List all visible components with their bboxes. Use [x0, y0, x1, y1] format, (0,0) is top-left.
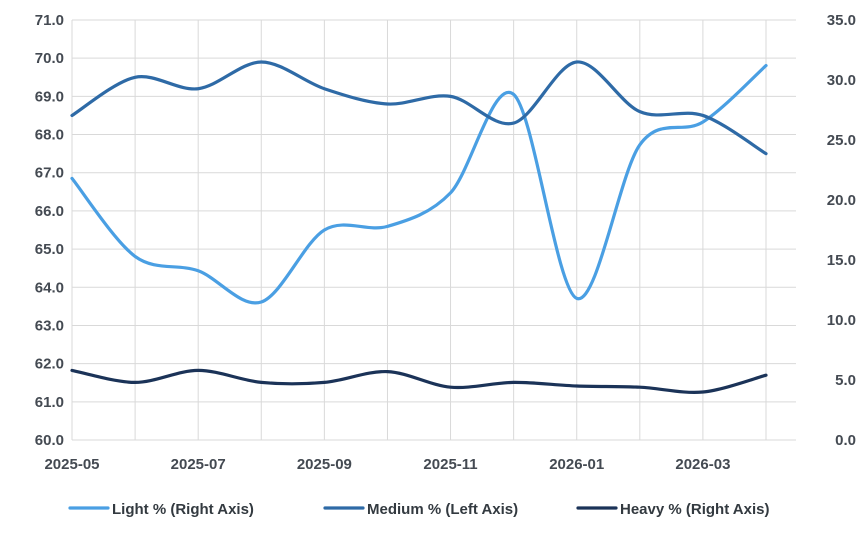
left-axis-tick-label: 64.0 — [35, 279, 64, 296]
left-axis-tick-label: 61.0 — [35, 394, 64, 411]
right-axis-tick-label: 20.0 — [827, 192, 856, 209]
left-axis-tick-label: 66.0 — [35, 203, 64, 220]
left-axis-tick-label: 65.0 — [35, 241, 64, 258]
left-axis-tick-label: 69.0 — [35, 88, 64, 105]
medium-series-line — [70, 60, 768, 156]
right-axis-tick-label: 35.0 — [827, 12, 856, 29]
x-axis-ticks: 2025-05 2025-07 2025-09 2025-11 2026-01 2026-… — [44, 456, 730, 473]
gridlines — [71, 19, 796, 441]
left-axis-tick-label: 70.0 — [35, 50, 64, 67]
x-axis-tick-label: 2026-03 — [675, 456, 730, 473]
x-axis-tick-label: 2025-05 — [44, 456, 99, 473]
x-axis-tick-label: 2025-09 — [297, 456, 352, 473]
right-axis-ticks: 0.0 5.0 10.0 15.0 20.0 25.0 30.0 35.0 — [827, 12, 856, 449]
legend-label: Heavy % (Right Axis) — [620, 501, 769, 518]
right-axis-tick-label: 25.0 — [827, 132, 856, 149]
legend-item-heavy: Heavy % (Right Axis) — [576, 501, 769, 518]
series-lines — [70, 60, 768, 394]
x-axis-tick-label: 2026-01 — [549, 456, 604, 473]
right-axis-tick-label: 15.0 — [827, 252, 856, 269]
left-axis-tick-label: 63.0 — [35, 317, 64, 334]
light-series-line — [70, 63, 768, 305]
left-axis-tick-label: 62.0 — [35, 356, 64, 373]
right-axis-tick-label: 30.0 — [827, 72, 856, 89]
x-axis-tick-label: 2025-07 — [171, 456, 226, 473]
legend-label: Light % (Right Axis) — [112, 501, 254, 518]
left-axis-tick-label: 68.0 — [35, 127, 64, 144]
right-axis-tick-label: 5.0 — [835, 372, 856, 389]
legend-item-light: Light % (Right Axis) — [68, 501, 254, 518]
legend-label: Medium % (Left Axis) — [367, 501, 518, 518]
left-axis-tick-label: 71.0 — [35, 12, 64, 29]
legend-item-medium: Medium % (Left Axis) — [323, 501, 518, 518]
left-axis-tick-label: 67.0 — [35, 165, 64, 182]
left-axis-tick-label: 60.0 — [35, 432, 64, 449]
right-axis-tick-label: 10.0 — [827, 312, 856, 329]
right-axis-tick-label: 0.0 — [835, 432, 856, 449]
x-axis-tick-label: 2025-11 — [423, 456, 477, 473]
heavy-series-line — [70, 368, 768, 394]
legend: Light % (Right Axis) Medium % (Left Axis)… — [68, 501, 769, 518]
left-axis-ticks: 60.0 61.0 62.0 63.0 64.0 65.0 66.0 67.0 68.0 69.0… — [35, 12, 64, 449]
